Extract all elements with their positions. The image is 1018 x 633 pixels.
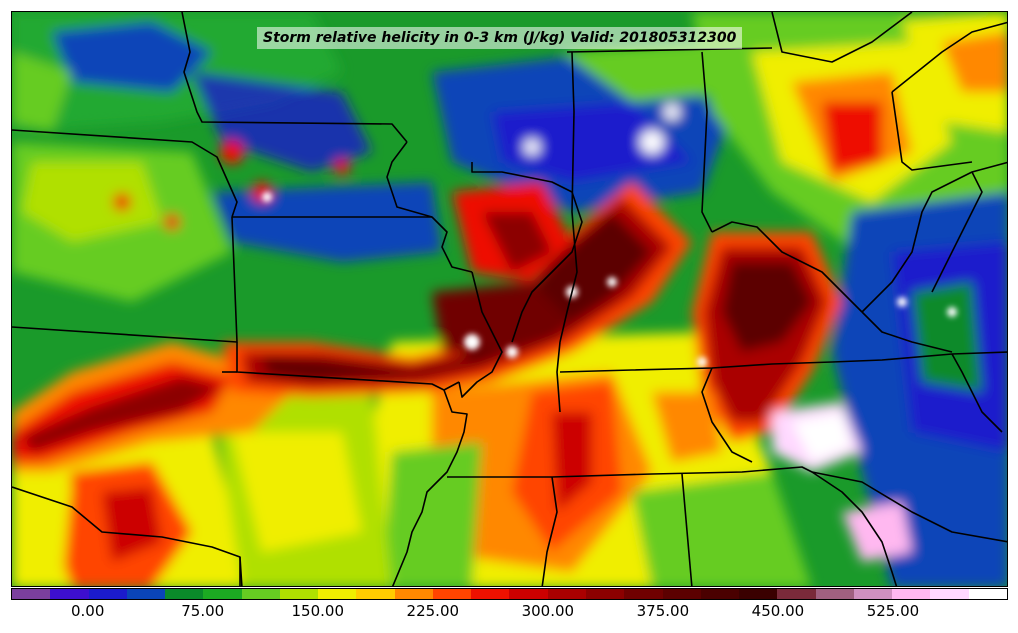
map-canvas: [12, 12, 1007, 586]
colorbar-cell: [739, 589, 778, 599]
colorbar-cell: [318, 589, 357, 599]
colorbar-cell: [279, 589, 319, 599]
colorbar-cell: [165, 589, 204, 599]
colorbar: [11, 588, 1008, 600]
colorbar-cell: [892, 589, 931, 599]
colorbar-cell: [126, 589, 166, 599]
colorbar-cell: [585, 589, 625, 599]
colorbar-tick-label: 0.00: [70, 602, 105, 620]
map-title: Storm relative helicity in 0-3 km (J/kg)…: [263, 30, 737, 46]
colorbar-cell: [241, 589, 280, 599]
colorbar-cell: [203, 589, 242, 599]
colorbar-cell: [547, 589, 586, 599]
colorbar-cell: [50, 589, 89, 599]
colorbar-cell: [700, 589, 740, 599]
helicity-map: Storm relative helicity in 0-3 km (J/kg)…: [11, 11, 1008, 587]
colorbar-tick-label: 450.00: [751, 602, 805, 620]
helicity-field: [12, 12, 1007, 586]
colorbar-tick-label: 375.00: [636, 602, 690, 620]
colorbar-cell: [471, 589, 510, 599]
colorbar-cell: [930, 589, 969, 599]
colorbar-cell: [88, 589, 127, 599]
colorbar-cell: [624, 589, 663, 599]
colorbar-cell: [662, 589, 701, 599]
colorbar-cell: [394, 589, 433, 599]
colorbar-tick-labels: 0.00 75.00 150.00 225.00 300.00 375.00 450.00 5…: [11, 602, 1008, 624]
colorbar-tick-label: 525.00: [866, 602, 920, 620]
colorbar-cell: [509, 589, 548, 599]
colorbar-tick-label: 225.00: [406, 602, 460, 620]
helicity-detail: [262, 192, 957, 367]
colorbar-cell: [968, 589, 1007, 599]
state-boundaries: [12, 12, 1007, 586]
colorbar-tick-label: 75.00: [181, 602, 225, 620]
colorbar-cell: [777, 589, 816, 599]
map-title-box: Storm relative helicity in 0-3 km (J/kg)…: [257, 27, 743, 49]
colorbar-cell: [12, 589, 51, 599]
colorbar-cell: [815, 589, 854, 599]
colorbar-cell: [853, 589, 893, 599]
colorbar-tick-label: 150.00: [291, 602, 345, 620]
colorbar-cell: [356, 589, 395, 599]
colorbar-cell: [432, 589, 472, 599]
colorbar-tick-label: 300.00: [521, 602, 575, 620]
